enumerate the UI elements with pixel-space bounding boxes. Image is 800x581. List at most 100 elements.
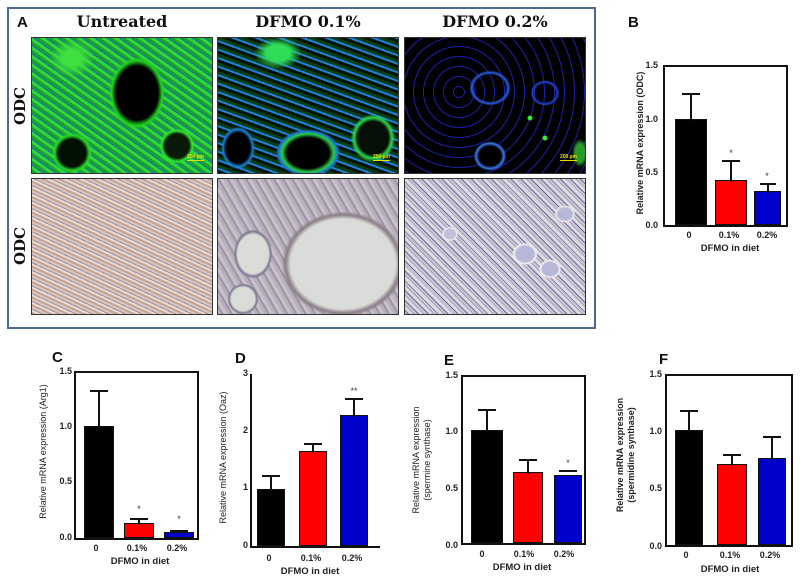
error-bar: [771, 437, 773, 460]
x-tick: 0.2%: [341, 553, 363, 563]
significance-marker: *: [137, 504, 141, 514]
error-bar: [98, 391, 100, 428]
significance-marker: *: [177, 514, 181, 524]
panel-c-label: C: [52, 349, 63, 366]
x-axis-label: DFMO in diet: [492, 562, 552, 573]
y-tick: 0.0: [59, 532, 72, 542]
error-cap: [559, 470, 577, 472]
y-axis-label-line-2: (spermidine synthase): [626, 407, 636, 503]
x-tick: 0: [93, 543, 99, 553]
error-cap: [130, 518, 148, 520]
error-cap: [262, 475, 280, 477]
bar-2: [164, 532, 194, 538]
micrograph-ihc-dfmo-0-2: [404, 178, 586, 315]
error-bar: [690, 94, 692, 121]
y-axis-label: Relative mRNA expression (Oaz): [218, 391, 228, 524]
error-cap: [722, 160, 740, 162]
row-label-odc-fluorescence: ODC: [11, 87, 29, 126]
plot-area-c: * *: [74, 371, 199, 540]
x-tick: 0.2%: [166, 543, 188, 553]
bar-0: [84, 426, 114, 538]
error-cap: [723, 454, 741, 456]
error-bar: [138, 519, 140, 525]
scale-bar: 200 µm: [559, 154, 577, 161]
error-bar: [767, 184, 769, 193]
bar-1: [717, 464, 747, 545]
y-axis-label: Relative mRNA expression (Arg1): [38, 384, 48, 519]
y-tick: 1.0: [445, 426, 458, 436]
significance-marker: *: [566, 458, 570, 468]
panel-a-frame: [7, 7, 596, 329]
y-tick: 0.0: [645, 220, 658, 230]
y-axis-label-line-1: Relative mRNA expression: [615, 397, 625, 513]
bar-1: [715, 180, 747, 225]
error-bar: [270, 476, 272, 491]
bar-2: [340, 415, 368, 546]
y-tick: 3: [242, 368, 248, 378]
scale-bar: 200 µm: [186, 154, 204, 161]
error-cap: [170, 530, 188, 532]
x-tick: 0.1%: [718, 230, 740, 240]
error-bar: [731, 455, 733, 466]
significance-marker: *: [765, 171, 769, 181]
y-tick: 1.0: [59, 421, 72, 431]
significance-marker: **: [350, 386, 358, 396]
y-tick: 0.0: [649, 541, 662, 551]
y-tick: 1: [242, 482, 248, 492]
panel-a-label: A: [17, 14, 28, 31]
bar-0: [675, 430, 703, 545]
y-tick: 0.0: [445, 540, 458, 550]
y-axis-label-line-1: Relative mRNA expression: [411, 406, 421, 514]
error-bar: [730, 161, 732, 182]
error-cap: [519, 459, 537, 461]
plot-area-e: *: [461, 375, 586, 545]
bar-2: [758, 458, 786, 545]
plot-area-f: [665, 374, 793, 547]
y-tick: 1.0: [645, 114, 658, 124]
bar-1: [513, 472, 543, 543]
column-title-dfmo-0-2: DFMO 0.2%: [442, 12, 548, 31]
y-tick: 1.5: [59, 366, 72, 376]
error-cap: [682, 93, 700, 95]
y-tick: 0.5: [445, 483, 458, 493]
bar-0: [471, 430, 503, 543]
significance-marker: *: [729, 148, 733, 158]
column-title-dfmo-0-1: DFMO 0.1%: [255, 12, 361, 31]
micrograph-fluorescence-untreated: 200 µm: [31, 37, 213, 174]
error-bar: [353, 399, 355, 417]
micrograph-fluorescence-dfmo-0-1: 200 µm: [217, 37, 399, 174]
bar-2: [754, 191, 781, 225]
micrograph-fluorescence-dfmo-0-2: 200 µm: [404, 37, 586, 174]
error-bar: [486, 410, 488, 432]
error-cap: [680, 410, 698, 412]
error-bar: [688, 411, 690, 432]
y-tick: 2: [242, 425, 248, 435]
plot-area-b: * *: [663, 65, 788, 227]
y-tick: 0.5: [59, 476, 72, 486]
x-tick: 0: [266, 553, 272, 563]
x-axis-label: DFMO in diet: [700, 564, 760, 575]
x-tick: 0.2%: [553, 549, 575, 559]
error-cap: [304, 443, 322, 445]
micrograph-ihc-dfmo-0-1: [217, 178, 399, 315]
x-tick: 0.1%: [300, 553, 322, 563]
error-cap: [760, 183, 776, 185]
error-cap: [478, 409, 496, 411]
x-axis-label: DFMO in diet: [700, 243, 760, 254]
panel-e-label: E: [444, 352, 455, 369]
panel-b-label: B: [628, 14, 639, 31]
panel-d-label: D: [235, 350, 246, 367]
bar-0: [675, 119, 707, 225]
micrograph-ihc-untreated: [31, 178, 213, 315]
error-cap: [90, 390, 108, 392]
x-axis-label: DFMO in diet: [280, 566, 340, 577]
y-axis-label: Relative mRNA expression (spermine syntha…: [411, 395, 433, 525]
x-tick: 0.1%: [513, 549, 535, 559]
x-tick: 0.2%: [756, 230, 778, 240]
x-tick: 0.1%: [719, 550, 741, 560]
x-tick: 0.2%: [759, 550, 781, 560]
x-tick: 0.1%: [126, 543, 148, 553]
error-cap: [345, 398, 363, 400]
y-axis-label: Relative mRNA expression (spermidine synt…: [615, 390, 637, 520]
x-tick: 0: [479, 549, 485, 559]
